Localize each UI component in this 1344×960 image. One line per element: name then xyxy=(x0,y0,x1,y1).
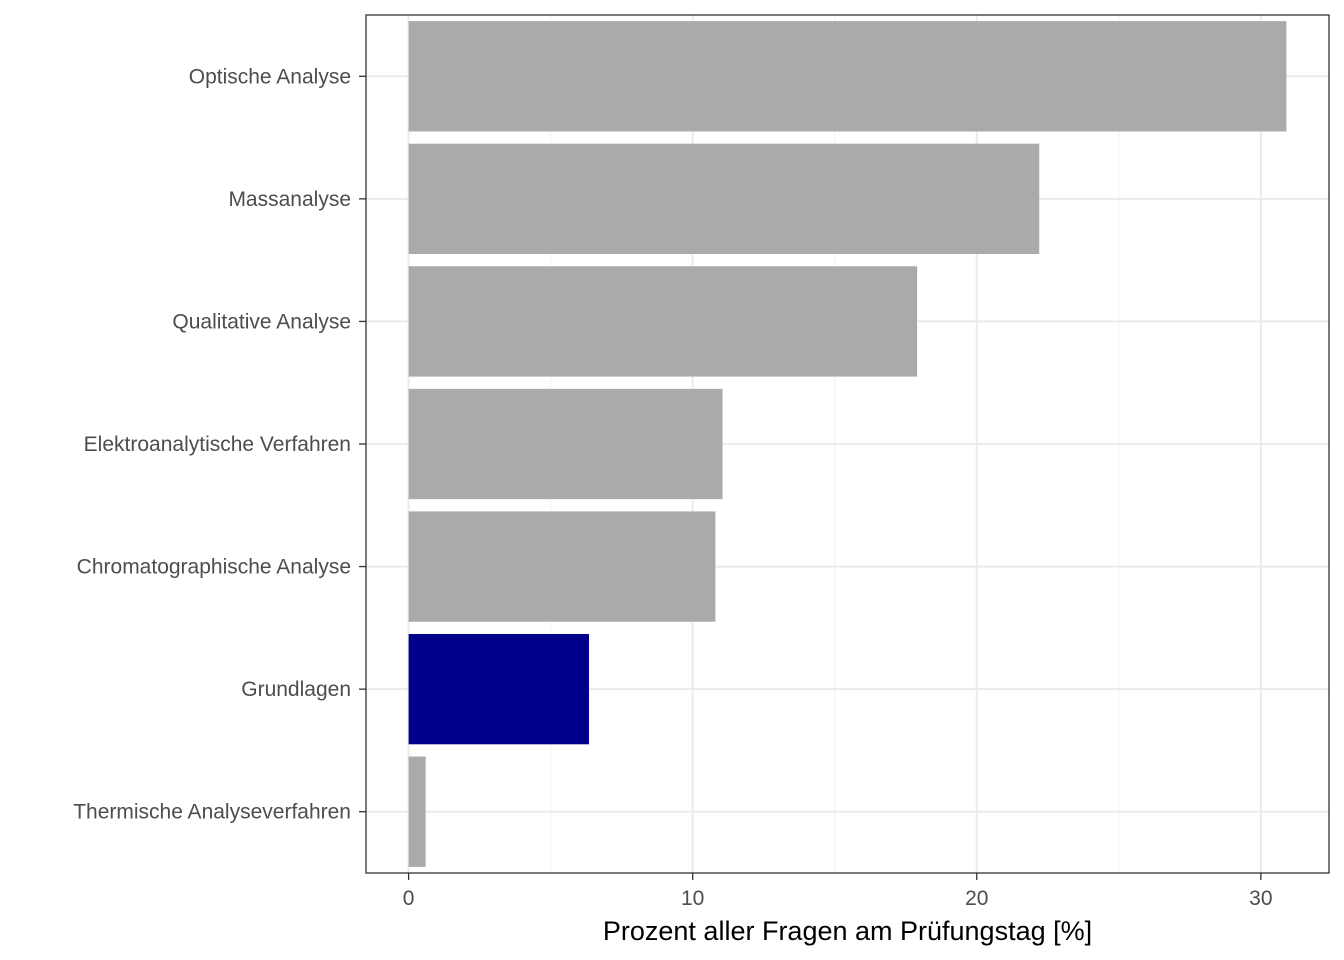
bar xyxy=(408,266,918,377)
x-tick-label: 10 xyxy=(681,887,704,910)
x-tick-label: 20 xyxy=(965,887,988,910)
y-tick-label: Grundlagen xyxy=(241,678,351,701)
y-tick-label: Elektroanalytische Verfahren xyxy=(84,433,351,456)
x-axis-title: Prozent aller Fragen am Prüfungstag [%] xyxy=(603,916,1092,946)
bar xyxy=(408,143,1040,255)
bars-group xyxy=(408,21,1287,867)
y-tick-label: Thermische Analyseverfahren xyxy=(73,801,351,824)
bar xyxy=(408,511,716,622)
y-tick-label: Optische Analyse xyxy=(189,65,351,88)
x-tick-label: 30 xyxy=(1249,887,1272,910)
x-tick-label: 0 xyxy=(403,887,415,910)
bar xyxy=(408,21,1287,132)
y-axis: Optische Analyse Massanalyse Qualitative A… xyxy=(73,65,366,824)
y-tick-label: Qualitative Analyse xyxy=(172,310,351,333)
bar xyxy=(408,756,426,867)
y-tick-label: Massanalyse xyxy=(228,188,351,211)
bar xyxy=(408,388,723,500)
y-tick-label: Chromatographische Analyse xyxy=(77,556,351,579)
x-axis: 0 10 20 30 xyxy=(403,873,1273,910)
bar xyxy=(408,633,589,745)
